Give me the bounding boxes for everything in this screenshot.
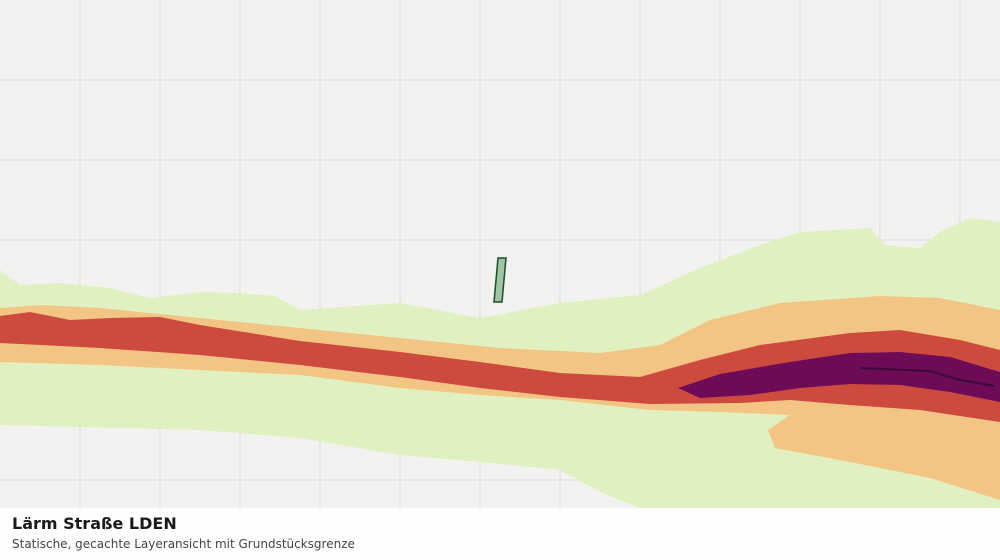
parcel-boundary (493, 257, 507, 303)
noise-zone-extreme (859, 367, 996, 387)
noise-zone-very-high (678, 352, 1000, 402)
map-title: Lärm Straße LDEN (12, 514, 177, 533)
caption: Lärm Straße LDEN Statische, gecachte Lay… (0, 508, 1000, 560)
map-subtitle: Statische, gecachte Layeransicht mit Gru… (12, 537, 355, 551)
